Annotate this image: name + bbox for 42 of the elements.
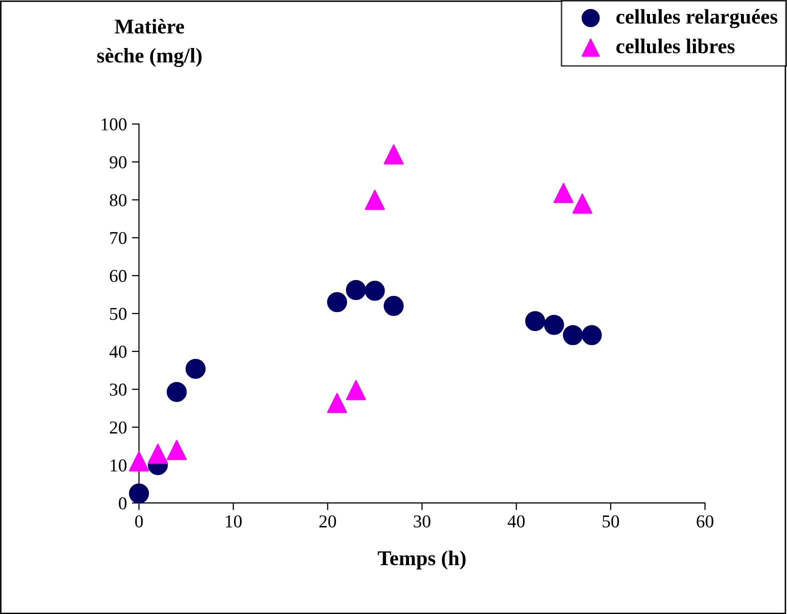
point [346,280,366,300]
point [364,190,385,210]
x-tick-label: 30 [414,515,430,528]
y-tick-label: 60 [110,270,126,282]
y-tick-label: 70 [110,232,126,244]
x-tick-label: 0 [135,515,143,528]
legend-label: cellules relarguées [616,9,778,28]
point [553,182,574,204]
y-tick-label: 30 [110,384,126,396]
point [562,325,583,346]
y-tick-label: 50 [110,308,126,320]
legend-label: cellules libres [616,38,735,54]
point [582,325,602,346]
y-tick-label: 90 [110,156,126,168]
y-tick-label: 0 [118,497,126,510]
point [384,296,404,316]
y-axis-title: Matière sèche (mg/l) [97,18,202,68]
point [544,314,564,335]
y-tick-label: 10 [110,459,126,472]
point [364,280,385,301]
point [525,311,546,332]
point [384,144,404,164]
point [128,484,149,504]
point [166,382,187,402]
point [346,380,366,400]
x-tick-label: 60 [696,515,714,528]
point [186,358,206,379]
y-tick-label: 80 [110,194,126,206]
point [572,194,592,214]
x-tick-label: 10 [226,515,242,528]
x-tick-label: 50 [602,515,619,528]
point [166,440,187,460]
y-tick-label: 20 [110,421,126,434]
point [327,292,348,312]
x-axis-title: Temps (h) [378,550,466,570]
point [128,451,149,472]
point [327,392,348,413]
y-tick-label: 100 [102,118,126,130]
point [148,444,168,464]
y-tick-label: 40 [109,346,126,358]
x-tick-label: 40 [508,515,525,528]
x-tick-label: 20 [319,515,336,528]
